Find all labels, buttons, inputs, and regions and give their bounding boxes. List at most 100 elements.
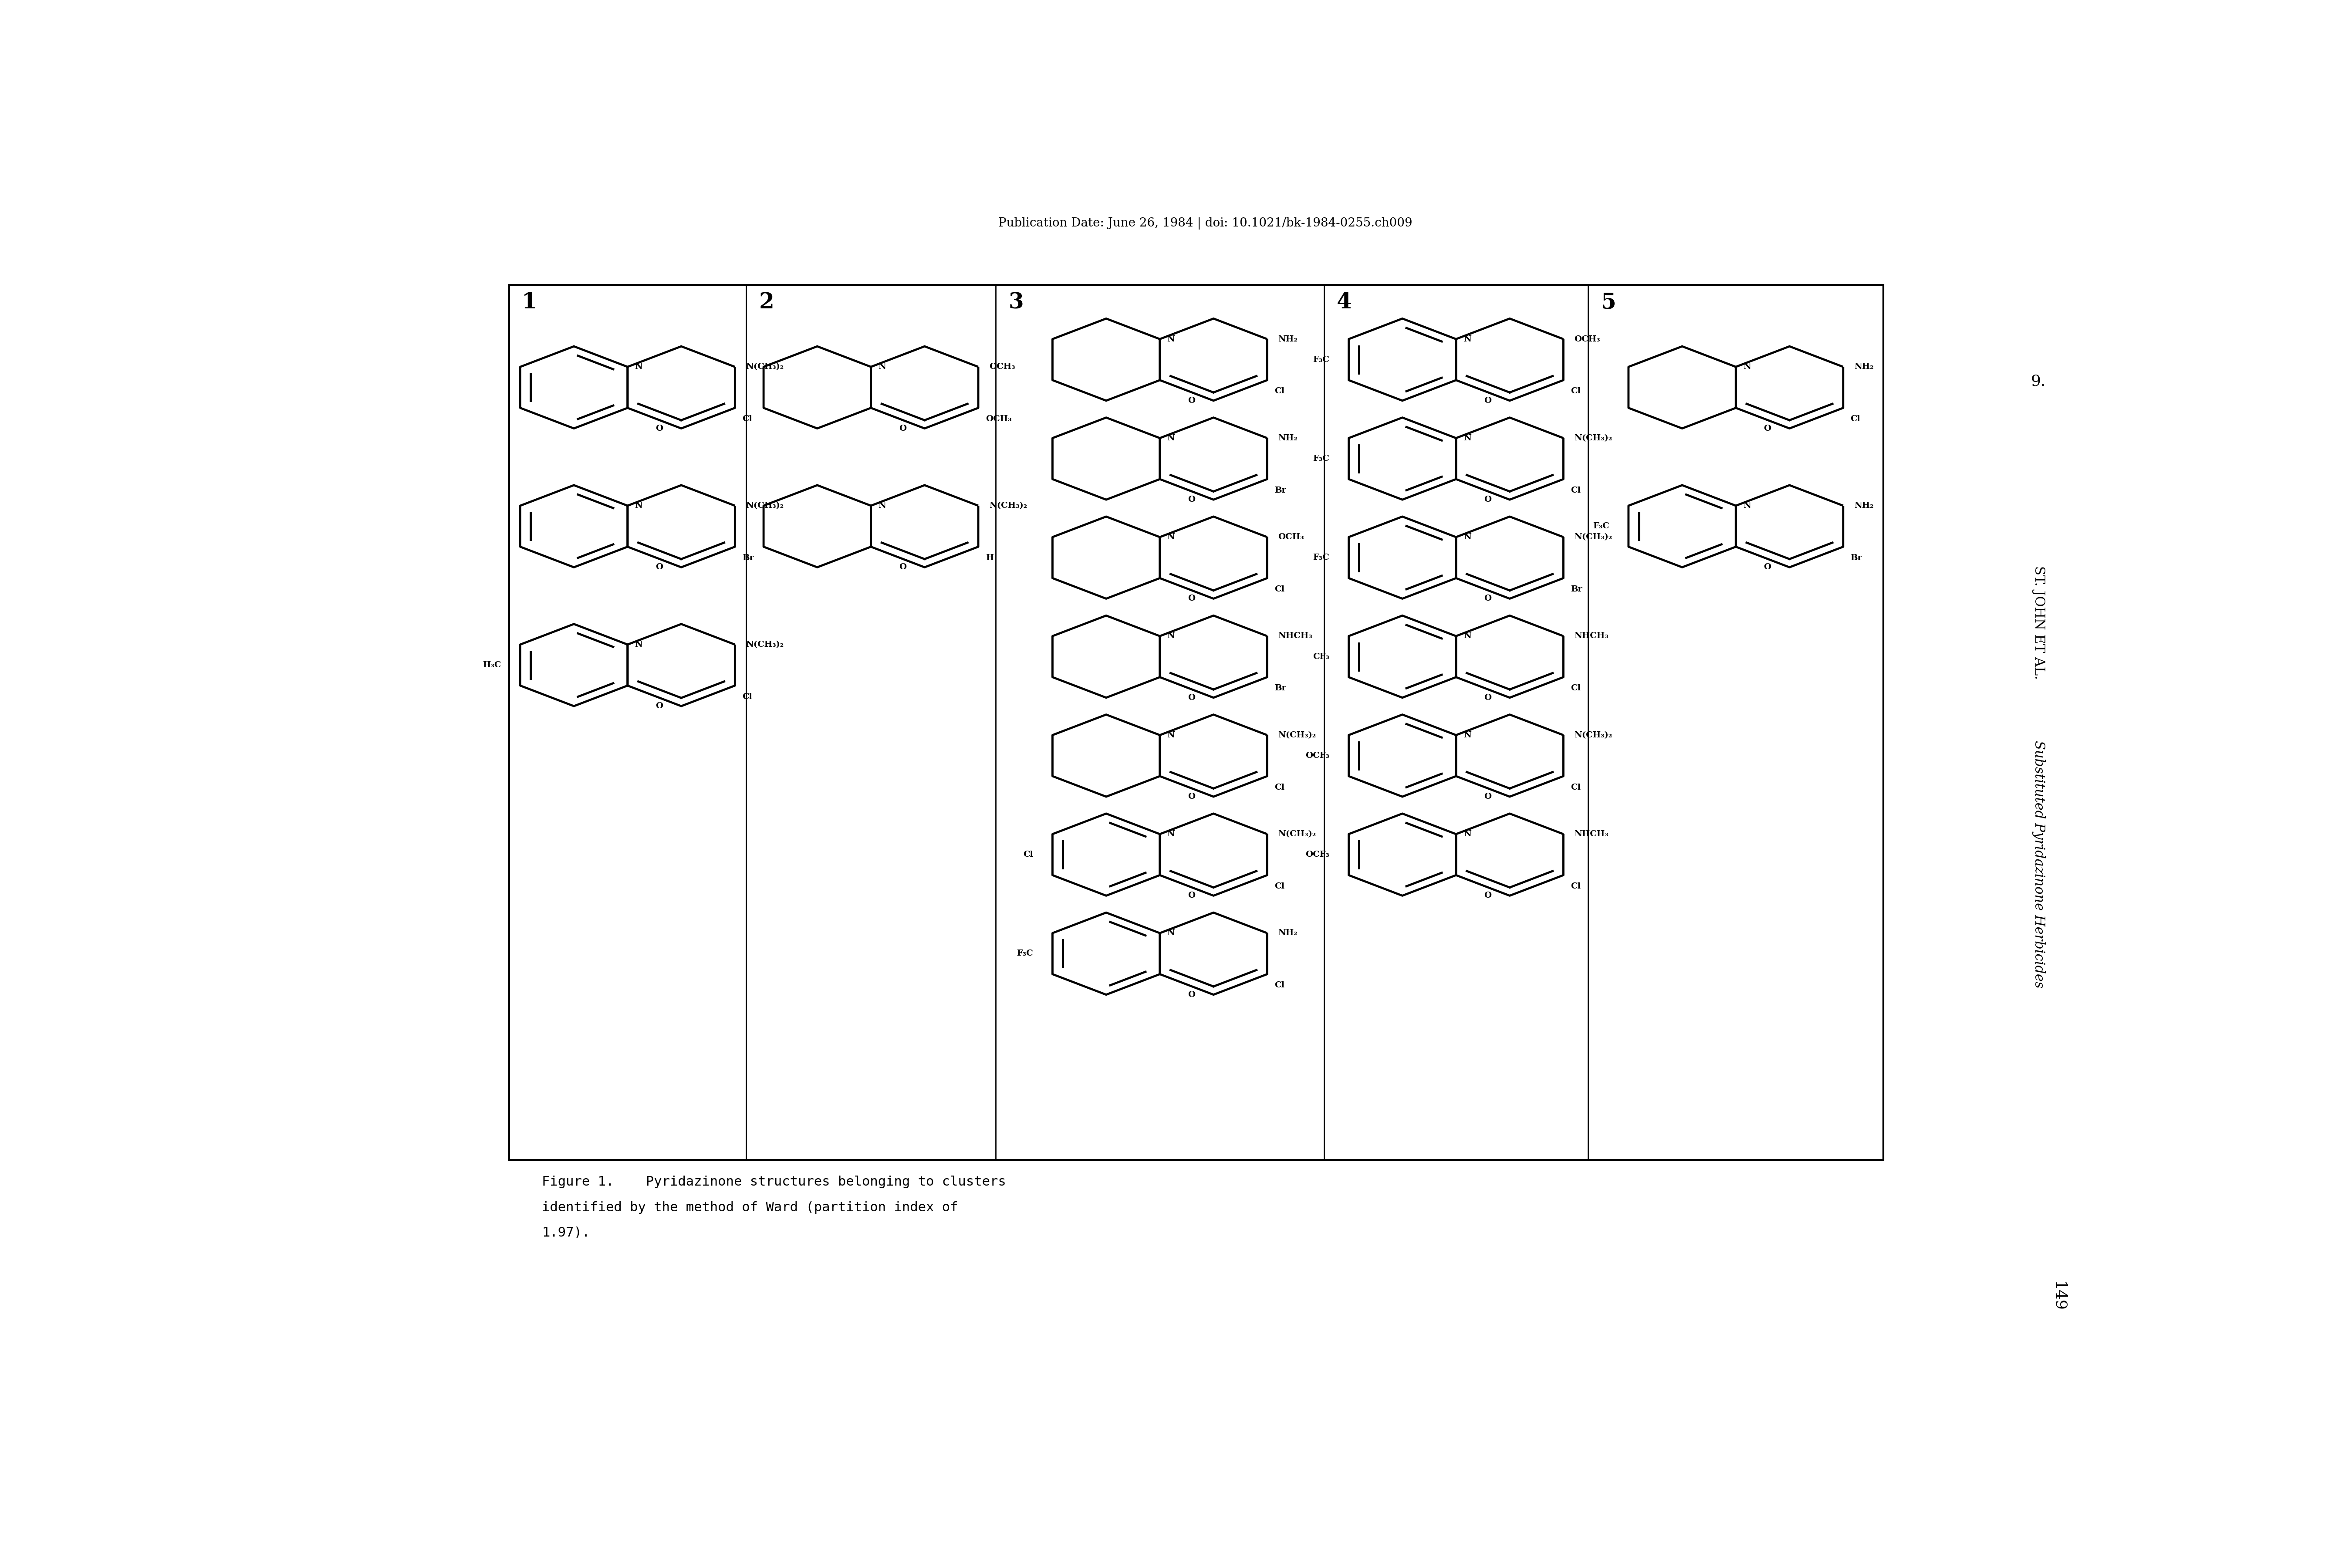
Text: N: N [1463,434,1470,442]
Text: Cl: Cl [743,693,753,701]
Text: N: N [877,502,887,510]
Text: O: O [1484,793,1491,801]
Text: Cl: Cl [1023,851,1033,859]
Text: Cl: Cl [1275,387,1284,395]
Text: 4: 4 [1336,292,1352,314]
Text: N: N [1463,336,1470,343]
Text: O: O [1188,397,1195,405]
Text: N: N [1743,502,1750,510]
Text: N: N [1167,434,1176,442]
Text: O: O [656,563,663,571]
Text: N: N [635,641,642,649]
Text: NH₂: NH₂ [1853,502,1875,510]
Text: O: O [1188,892,1195,900]
Text: CF₃: CF₃ [1312,652,1329,660]
Text: OCF₃: OCF₃ [1305,851,1329,859]
Text: Br: Br [743,554,755,561]
Text: Cl: Cl [1571,486,1581,494]
Text: NHCH₃: NHCH₃ [1573,632,1609,640]
Text: F₃C: F₃C [1312,455,1329,463]
Text: NHCH₃: NHCH₃ [1573,829,1609,837]
Text: N: N [1463,829,1470,837]
Text: O: O [1188,594,1195,602]
Text: NH₂: NH₂ [1277,930,1298,938]
Text: Cl: Cl [1851,416,1860,423]
Text: Cl: Cl [1571,883,1581,891]
Text: N(CH₃)₂: N(CH₃)₂ [1573,533,1613,541]
Text: O: O [898,563,906,571]
Text: O: O [1188,693,1195,701]
Text: F₃C: F₃C [1016,950,1033,958]
Text: 9.: 9. [2030,373,2046,389]
Text: Publication Date: June 26, 1984 | doi: 10.1021/bk-1984-0255.ch009: Publication Date: June 26, 1984 | doi: 1… [997,216,1414,229]
Text: N: N [635,502,642,510]
Text: O: O [1484,594,1491,602]
Text: Cl: Cl [1275,784,1284,792]
Text: 1: 1 [522,292,536,314]
Text: O: O [1484,693,1491,701]
Text: O: O [1188,495,1195,503]
Text: NH₂: NH₂ [1277,336,1298,343]
Text: Cl: Cl [1571,784,1581,792]
Text: H: H [985,554,993,561]
Text: N(CH₃)₂: N(CH₃)₂ [746,362,783,370]
Text: 1.97).: 1.97). [541,1226,590,1239]
Text: N: N [635,362,642,370]
Text: O: O [1764,563,1771,571]
Text: NH₂: NH₂ [1853,362,1875,370]
Text: O: O [1188,991,1195,999]
Text: O: O [1484,397,1491,405]
Text: Cl: Cl [1571,387,1581,395]
Text: OCH₃: OCH₃ [990,362,1016,370]
Text: F₃C: F₃C [1312,554,1329,561]
Text: Figure 1.    Pyridazinone structures belonging to clusters: Figure 1. Pyridazinone structures belong… [541,1176,1007,1189]
Text: Cl: Cl [1275,883,1284,891]
Text: O: O [1188,793,1195,801]
Text: N: N [1167,731,1176,739]
Text: N(CH₃)₂: N(CH₃)₂ [746,502,783,510]
Text: NHCH₃: NHCH₃ [1277,632,1312,640]
Text: OCH₃: OCH₃ [1573,336,1599,343]
Text: NH₂: NH₂ [1277,434,1298,442]
Text: OCH₃: OCH₃ [1277,533,1303,541]
Text: N: N [1463,731,1470,739]
Text: N: N [1167,533,1176,541]
Text: N: N [1167,930,1176,938]
Text: identified by the method of Ward (partition index of: identified by the method of Ward (partit… [541,1201,957,1214]
Text: ST. JOHN ET AL.: ST. JOHN ET AL. [2032,566,2046,679]
Text: N: N [1167,632,1176,640]
Text: 2: 2 [760,292,774,314]
Text: Cl: Cl [1275,982,1284,989]
Text: 149: 149 [2051,1281,2065,1311]
Text: N: N [1463,533,1470,541]
Text: O: O [656,702,663,710]
Text: F₃C: F₃C [1312,356,1329,364]
Text: O: O [1484,495,1491,503]
Text: N: N [877,362,887,370]
Text: N(CH₃)₂: N(CH₃)₂ [1573,434,1613,442]
Text: N(CH₃)₂: N(CH₃)₂ [1277,829,1317,837]
Text: O: O [656,425,663,433]
Text: O: O [1764,425,1771,433]
Text: OCF₃: OCF₃ [1305,751,1329,759]
Text: Br: Br [1571,585,1583,593]
Text: Cl: Cl [743,416,753,423]
Text: 3: 3 [1009,292,1023,314]
Text: N: N [1743,362,1750,370]
Text: Br: Br [1275,486,1287,494]
Text: Cl: Cl [1275,585,1284,593]
Text: OCH₃: OCH₃ [985,416,1011,423]
Text: Cl: Cl [1571,684,1581,691]
Text: Substituted Pyridazinone Herbicides: Substituted Pyridazinone Herbicides [2032,740,2046,988]
Bar [508,285,1884,1160]
Text: Br: Br [1851,554,1863,561]
Text: F₃C: F₃C [1592,522,1609,530]
Text: O: O [898,425,906,433]
Text: 5: 5 [1602,292,1616,314]
Text: Br: Br [1275,684,1287,691]
Text: H₃C: H₃C [482,662,501,670]
Text: N: N [1463,632,1470,640]
Text: O: O [1484,892,1491,900]
Text: N: N [1167,829,1176,837]
Text: N(CH₃)₂: N(CH₃)₂ [746,641,783,649]
